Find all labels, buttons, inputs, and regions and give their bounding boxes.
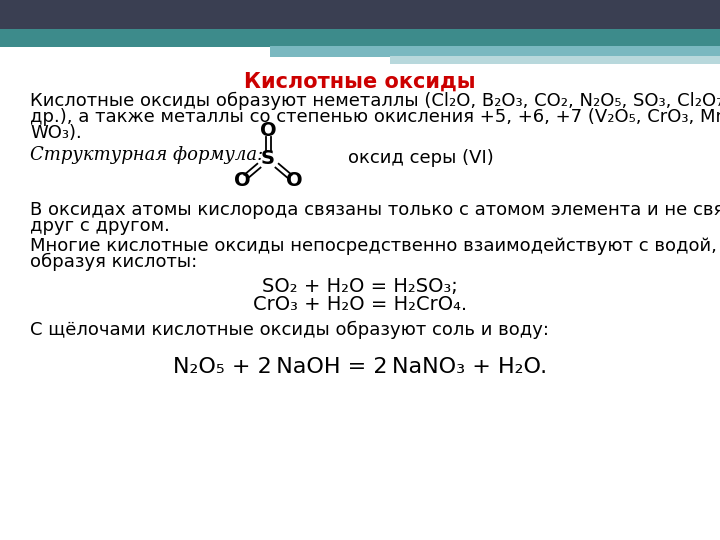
Text: CrO₃ + H₂O = H₂CrO₄.: CrO₃ + H₂O = H₂CrO₄. (253, 295, 467, 314)
Text: др.), а также металлы со степенью окисления +5, +6, +7 (V₂O₅, CrO₃, Mn₂O₇,: др.), а также металлы со степенью окисле… (30, 108, 720, 126)
Bar (390, 56, 720, 64)
Bar (0, 0, 720, 30)
Text: SO₂ + H₂O = H₂SO₃;: SO₂ + H₂O = H₂SO₃; (262, 277, 458, 296)
Text: O: O (260, 120, 276, 139)
Text: друг с другом.: друг с другом. (30, 217, 170, 235)
Text: O: O (234, 171, 251, 190)
Text: S: S (261, 148, 275, 167)
Text: N₂O₅ + 2 NaOH = 2 NaNO₃ + H₂O.: N₂O₅ + 2 NaOH = 2 NaNO₃ + H₂O. (173, 357, 547, 377)
Text: WO₃).: WO₃). (30, 124, 82, 142)
Text: Структурная формула:: Структурная формула: (30, 146, 264, 164)
Bar (0, 29, 720, 47)
Bar (270, 46, 720, 57)
Text: Многие кислотные оксиды непосредственно взаимодействуют с водой,: Многие кислотные оксиды непосредственно … (30, 237, 717, 255)
Text: образуя кислоты:: образуя кислоты: (30, 253, 197, 271)
Text: В оксидах атомы кислорода связаны только с атомом элемента и не связаны: В оксидах атомы кислорода связаны только… (30, 201, 720, 219)
Text: Кислотные оксиды образуют неметаллы (Cl₂O, B₂O₃, CO₂, N₂O₅, SO₃, Cl₂O₇ и: Кислотные оксиды образуют неметаллы (Cl₂… (30, 92, 720, 110)
Text: оксид серы (VI): оксид серы (VI) (348, 149, 494, 167)
Text: O: O (286, 171, 302, 190)
Text: Кислотные оксиды: Кислотные оксиды (244, 72, 476, 92)
Text: С щёлочами кислотные оксиды образуют соль и воду:: С щёлочами кислотные оксиды образуют сол… (30, 321, 549, 339)
